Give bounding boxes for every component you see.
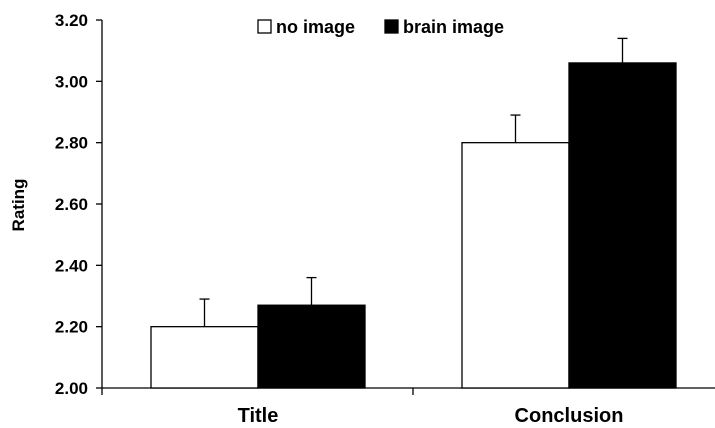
- y-tick-label: 2.40: [55, 256, 88, 275]
- legend-label-no-image: no image: [276, 17, 355, 37]
- y-tick-label: 3.20: [55, 11, 88, 30]
- x-category-label: Conclusion: [515, 405, 624, 427]
- bar-brain-image-conclusion: [568, 62, 677, 389]
- legend-label-brain-image: brain image: [403, 17, 504, 37]
- bar-no-image-title: [150, 326, 259, 389]
- bar-no-image-conclusion: [461, 142, 570, 389]
- legend: no image brain image: [257, 17, 504, 37]
- y-tick-label: 2.60: [55, 195, 88, 214]
- bar-brain-image-title: [257, 304, 366, 389]
- y-tick-label: 2.80: [55, 134, 88, 153]
- x-category-label: Title: [238, 405, 279, 427]
- legend-swatch-no-image: [257, 19, 272, 34]
- y-tick-label: 2.20: [55, 318, 88, 337]
- y-tick-label: 3.00: [55, 72, 88, 91]
- y-tick-label: 2.00: [55, 379, 88, 398]
- y-axis-label: Rating: [9, 179, 28, 232]
- plot-area: 2.00 2.20 2.40 2.60 2.80 3.00 3.20 Title Conclus…: [55, 11, 715, 427]
- legend-swatch-brain-image: [384, 19, 399, 34]
